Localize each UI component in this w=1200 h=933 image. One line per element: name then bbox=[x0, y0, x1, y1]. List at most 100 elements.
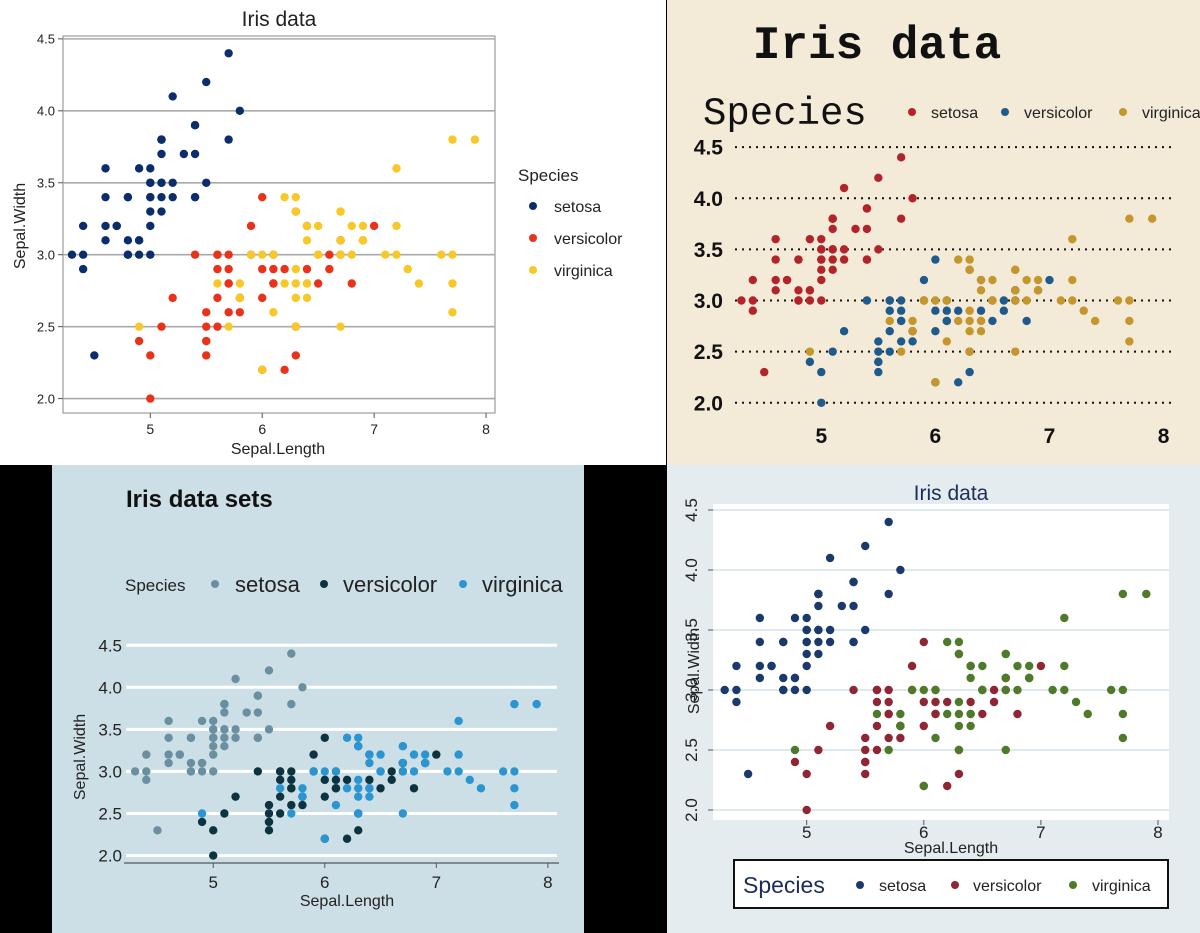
chart-3-point-versicolor bbox=[197, 817, 207, 827]
chart-4-point-virginica bbox=[931, 733, 940, 743]
chart-4-point-setosa bbox=[861, 625, 870, 635]
chart-4-point-versicolor bbox=[802, 769, 811, 779]
chart-1-point-setosa bbox=[146, 250, 155, 259]
chart-4-point-setosa bbox=[825, 637, 835, 647]
chart-1-title: Iris data bbox=[242, 8, 317, 31]
chart-2-point-virginica bbox=[954, 316, 963, 326]
chart-1-point-versicolor bbox=[224, 279, 233, 288]
chart-3-point-virginica bbox=[476, 784, 486, 793]
chart-2-point-versicolor bbox=[965, 367, 974, 377]
chart-4-point-versicolor bbox=[861, 757, 870, 767]
chart-3-point-virginica bbox=[510, 784, 519, 793]
chart-4-legend-marker-setosa bbox=[856, 881, 864, 889]
chart-2-point-setosa bbox=[794, 255, 803, 264]
chart-1-point-setosa bbox=[168, 178, 177, 187]
chart-1-point-setosa bbox=[202, 178, 211, 187]
chart-4-point-virginica bbox=[1083, 709, 1092, 719]
chart-1-point-virginica bbox=[280, 279, 289, 288]
chart-1-point-virginica bbox=[313, 250, 323, 259]
chart-3-point-versicolor bbox=[264, 826, 274, 835]
chart-2-point-virginica bbox=[931, 378, 940, 387]
chart-4-point-virginica bbox=[978, 685, 987, 695]
chart-3-point-setosa bbox=[220, 733, 229, 742]
chart-4-point-virginica bbox=[919, 685, 928, 695]
chart-3-ytick-label: 4.5 bbox=[98, 636, 122, 655]
chart-1-point-virginica bbox=[358, 221, 368, 231]
chart-1-ytick-label: 4.5 bbox=[37, 32, 55, 47]
chart-3-xtick-label: 8 bbox=[543, 873, 552, 892]
chart-1-point-setosa bbox=[157, 135, 166, 144]
chart-1-point-virginica bbox=[336, 250, 345, 259]
chart-1-point-setosa bbox=[101, 192, 110, 202]
chart-4-point-setosa bbox=[814, 637, 823, 647]
chart-1-point-versicolor bbox=[347, 279, 356, 288]
chart-2-point-versicolor bbox=[896, 337, 906, 346]
chart-4-xtick-label: 6 bbox=[919, 823, 928, 842]
chart-2-ytick-label: 3.0 bbox=[694, 290, 723, 313]
chart-3-legend-label-setosa: setosa bbox=[235, 572, 301, 597]
chart-1-point-setosa bbox=[168, 192, 177, 202]
chart-3-xtick-label: 5 bbox=[208, 873, 217, 892]
chart-4-point-virginica bbox=[966, 673, 975, 683]
chart-1-point-setosa bbox=[101, 236, 110, 245]
chart-2-point-virginica bbox=[1125, 337, 1134, 346]
chart-2-point-versicolor bbox=[817, 398, 826, 407]
chart-1-point-setosa bbox=[146, 221, 155, 231]
chart-4-legend-marker-virginica bbox=[1069, 881, 1077, 889]
chart-1-point-versicolor bbox=[202, 336, 211, 346]
chart-3-point-virginica bbox=[298, 784, 307, 793]
chart-4-point-versicolor bbox=[931, 709, 940, 719]
chart-4-point-virginica bbox=[966, 661, 975, 671]
chart-1-ytick-label: 3.0 bbox=[37, 247, 55, 262]
chart-4-point-virginica bbox=[954, 649, 964, 659]
chart-1-point-setosa bbox=[78, 264, 88, 274]
chart-3-point-setosa bbox=[209, 725, 218, 734]
chart-4-point-setosa bbox=[779, 673, 788, 683]
chart-4-plot-area bbox=[713, 504, 1169, 820]
chart-3-point-setosa bbox=[153, 826, 162, 835]
chart-1-point-setosa bbox=[157, 149, 166, 159]
chart-4-xlabel: Sepal.Length bbox=[904, 840, 998, 857]
chart-3-point-virginica bbox=[532, 699, 541, 709]
chart-1-point-virginica bbox=[213, 279, 222, 288]
chart-4-point-versicolor bbox=[872, 685, 882, 695]
chart-1-point-versicolor bbox=[258, 192, 267, 202]
chart-2-point-setosa bbox=[839, 255, 849, 264]
chart-3-xtick-label: 7 bbox=[432, 873, 441, 892]
chart-2-point-setosa bbox=[771, 286, 780, 295]
chart-4-point-setosa bbox=[802, 613, 811, 623]
chart-2-ytick-label: 3.5 bbox=[694, 239, 724, 262]
chart-3-point-versicolor bbox=[342, 834, 352, 843]
chart-2-point-versicolor bbox=[805, 357, 815, 367]
chart-2-ytick-label: 4.0 bbox=[694, 188, 723, 211]
chart-4-point-virginica bbox=[1013, 661, 1022, 671]
chart-3-point-virginica bbox=[398, 767, 408, 776]
chart-2-point-virginica bbox=[1011, 347, 1020, 356]
chart-3-point-versicolor bbox=[275, 792, 285, 801]
chart-1-point-virginica bbox=[302, 221, 312, 231]
chart-4-point-setosa bbox=[732, 697, 741, 707]
chart-4-xtick-label: 7 bbox=[1036, 823, 1045, 842]
chart-4-point-versicolor bbox=[884, 733, 893, 743]
chart-4-point-setosa bbox=[825, 625, 835, 635]
chart-2-point-versicolor bbox=[874, 367, 883, 377]
chart-3-point-virginica bbox=[510, 767, 519, 776]
chart-3-point-versicolor bbox=[287, 775, 296, 785]
chart-2-point-setosa bbox=[839, 183, 849, 193]
chart-4-point-setosa bbox=[814, 625, 823, 635]
chart-2-xtick-label: 5 bbox=[815, 425, 827, 448]
chart-4-ytick-label: 3.0 bbox=[682, 678, 701, 702]
chart-1-point-setosa bbox=[123, 192, 133, 202]
chart-4-point-setosa bbox=[732, 685, 741, 695]
chart-1-point-virginica bbox=[392, 164, 401, 173]
chart-2-point-virginica bbox=[976, 275, 986, 285]
chart-4-point-virginica bbox=[954, 637, 964, 647]
chart-1-point-virginica bbox=[291, 192, 300, 202]
chart-3-point-setosa bbox=[264, 666, 274, 675]
chart-1-point-setosa bbox=[190, 121, 200, 130]
chart-3-legend-label-virginica: virginica bbox=[482, 572, 563, 597]
chart-4-point-setosa bbox=[720, 685, 729, 695]
chart-1-point-versicolor bbox=[134, 336, 144, 346]
chart-2-point-virginica bbox=[1125, 296, 1134, 305]
chart-1-point-setosa bbox=[202, 77, 211, 87]
